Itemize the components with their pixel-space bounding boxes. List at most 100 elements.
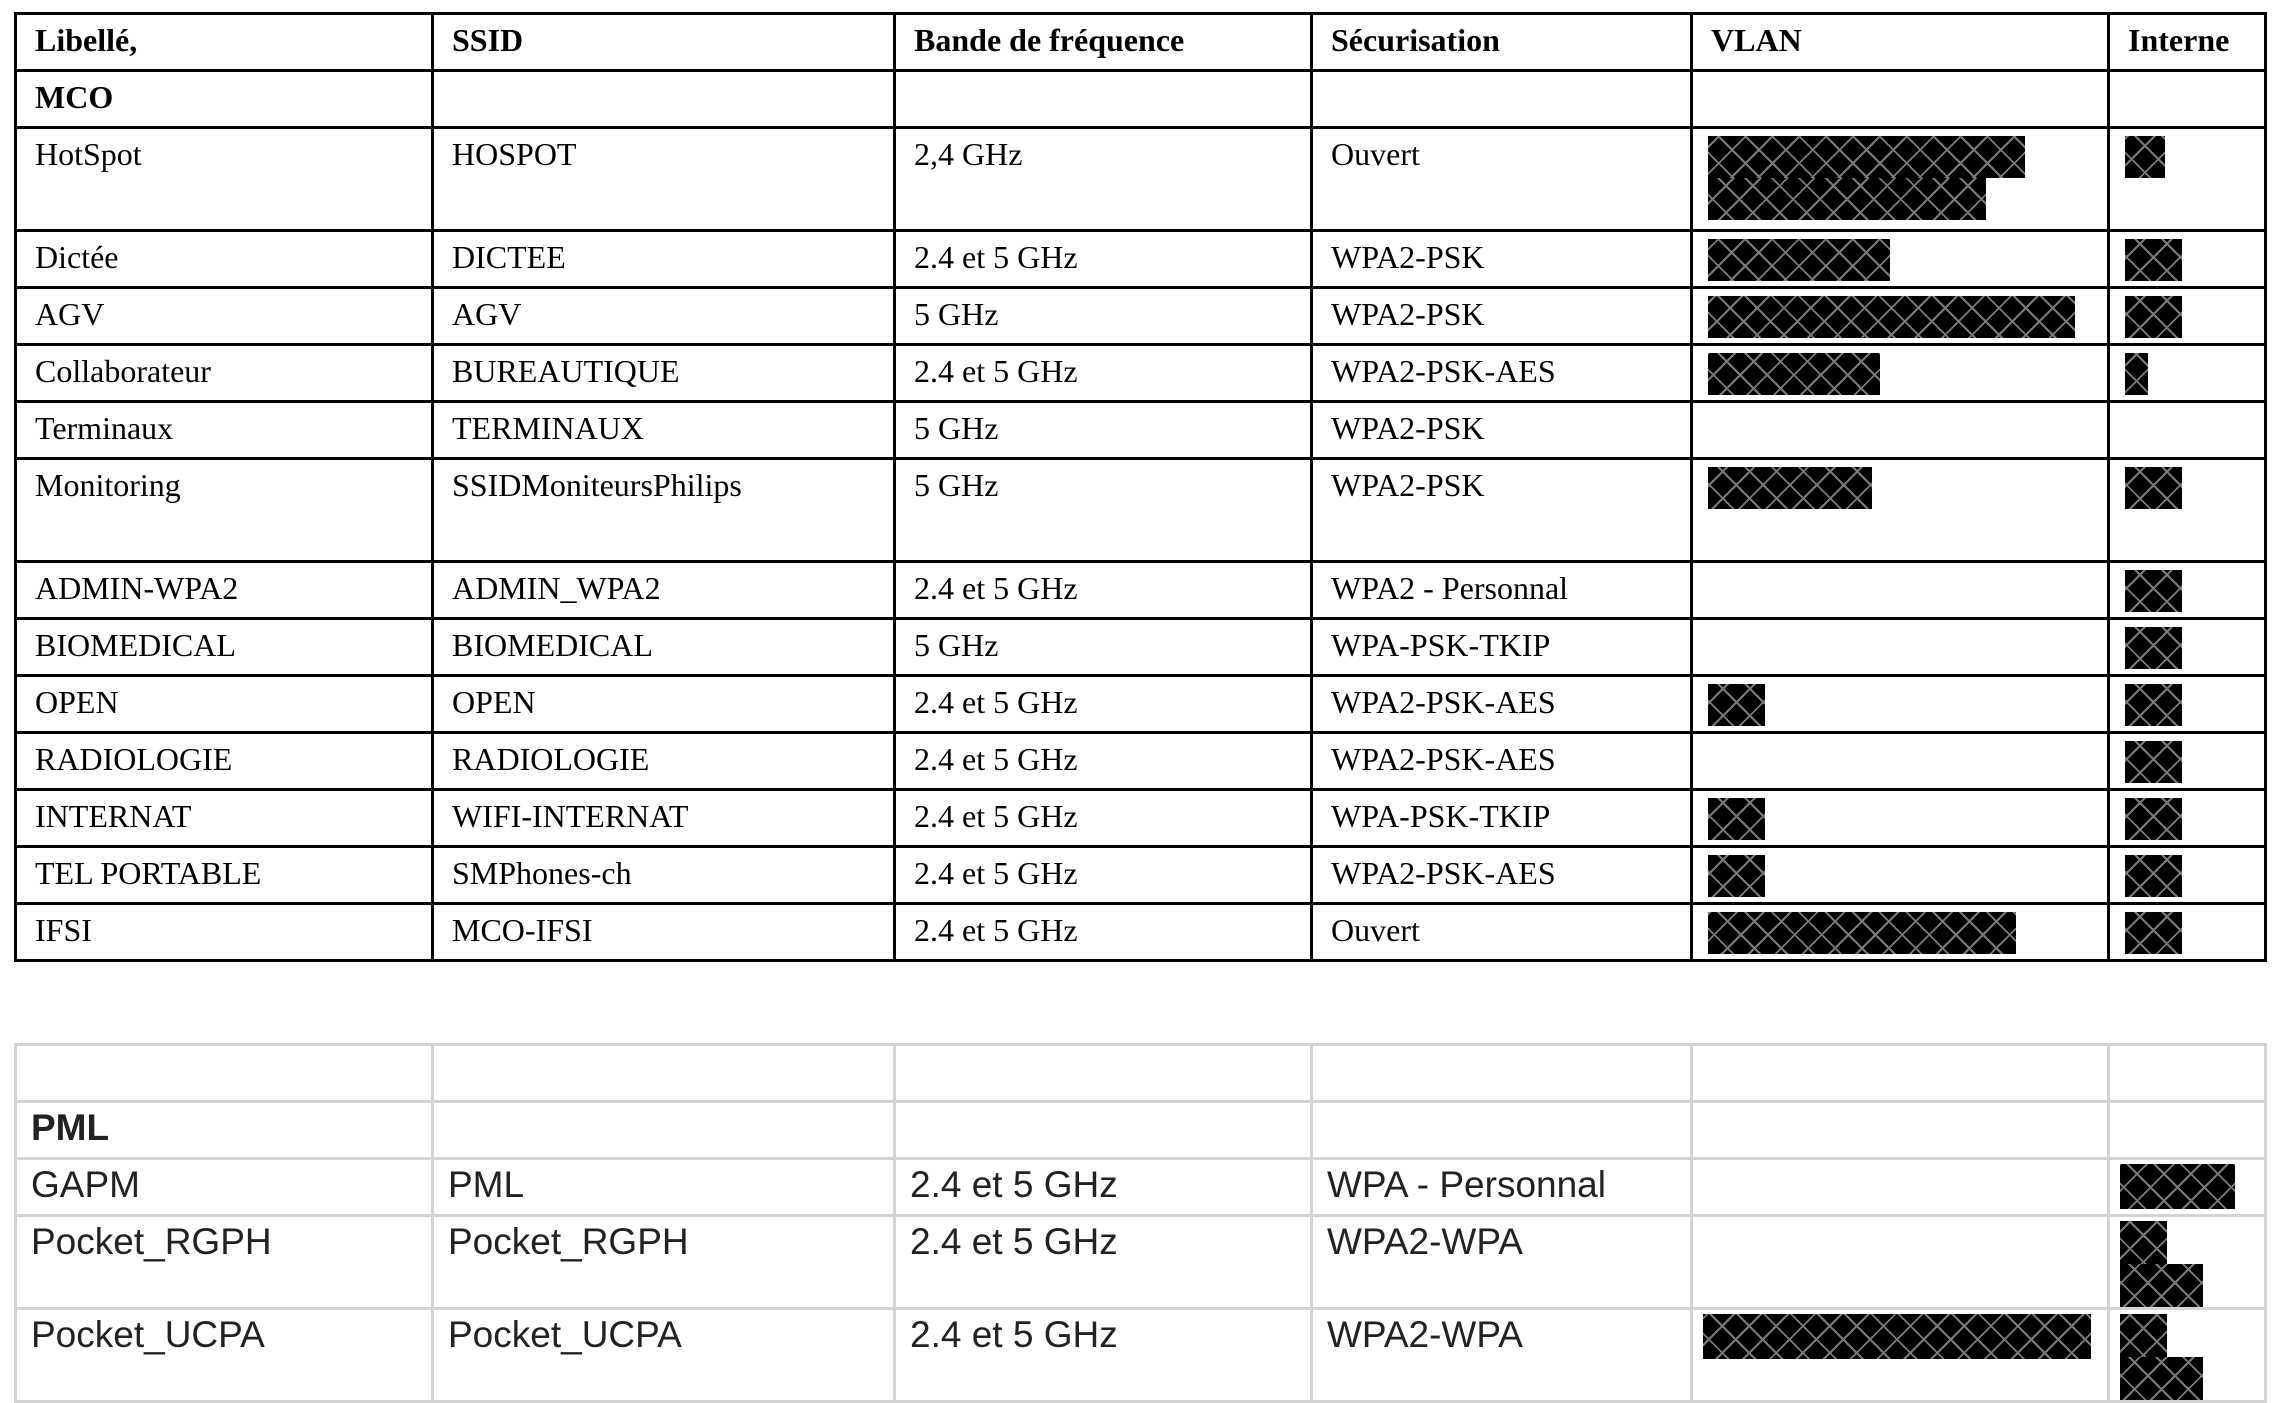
cell-vlan	[1690, 674, 2110, 734]
cell-band: 5 GHz	[893, 286, 1313, 346]
cell-band: 2.4 et 5 GHz	[893, 674, 1313, 734]
redaction-block	[1703, 1314, 2091, 1359]
cell-ssid: BIOMEDICAL	[431, 617, 896, 677]
cell-ssid: RADIOLOGIE	[431, 731, 896, 791]
redaction-block	[2125, 570, 2182, 612]
redaction-block	[2120, 1221, 2167, 1264]
empty-cell	[1690, 1100, 2110, 1160]
cell-libelle: RADIOLOGIE	[14, 731, 434, 791]
redaction-block	[1708, 136, 2025, 178]
cell-interne	[2107, 845, 2267, 905]
table-row: HotSpot HOSPOT 2,4 GHz Ouvert	[14, 126, 2267, 232]
cell-band: 5 GHz	[893, 400, 1313, 460]
pml-wifi-table: PML GAPM PML 2.4 et 5 GHz WPA - Personna…	[14, 1043, 2267, 1403]
redaction-block	[2125, 136, 2165, 178]
cell-band: 2.4 et 5 GHz	[893, 1157, 1313, 1217]
cell-interne	[2107, 902, 2267, 962]
cell-ssid: Pocket_UCPA	[431, 1307, 896, 1403]
cell-security: WPA2-PSK-AES	[1310, 343, 1693, 403]
empty-cell	[2107, 1043, 2267, 1103]
cell-band: 5 GHz	[893, 617, 1313, 677]
cell-ssid: SMPhones-ch	[431, 845, 896, 905]
cell-vlan	[1690, 1214, 2110, 1310]
empty-cell	[1310, 1043, 1693, 1103]
cell-ssid: TERMINAUX	[431, 400, 896, 460]
redaction-block	[1708, 798, 1765, 840]
cell-interne	[2107, 400, 2267, 460]
cell-vlan	[1690, 902, 2110, 962]
cell-vlan	[1690, 617, 2110, 677]
cell-security: WPA2-WPA	[1310, 1214, 1693, 1310]
empty-cell	[1310, 1100, 1693, 1160]
cell-libelle: INTERNAT	[14, 788, 434, 848]
redaction-block	[1708, 178, 1986, 220]
table-row: OPEN OPEN 2.4 et 5 GHz WPA2-PSK-AES	[14, 674, 2267, 734]
table-row: GAPM PML 2.4 et 5 GHz WPA - Personnal	[14, 1157, 2267, 1217]
cell-security: Ouvert	[1310, 902, 1693, 962]
cell-interne	[2107, 457, 2267, 563]
table-row: Terminaux TERMINAUX 5 GHz WPA2-PSK	[14, 400, 2267, 460]
cell-band: 2.4 et 5 GHz	[893, 343, 1313, 403]
table-row: TEL PORTABLE SMPhones-ch 2.4 et 5 GHz WP…	[14, 845, 2267, 905]
cell-security: WPA2-PSK	[1310, 400, 1693, 460]
empty-row	[14, 1043, 2267, 1103]
cell-band: 2.4 et 5 GHz	[893, 731, 1313, 791]
redaction-block	[1708, 239, 1890, 281]
redaction-block	[2125, 296, 2182, 338]
cell-interne	[2107, 343, 2267, 403]
cell-interne	[2107, 617, 2267, 677]
cell-vlan	[1690, 400, 2110, 460]
empty-cell	[893, 1043, 1313, 1103]
table-row: Pocket_UCPA Pocket_UCPA 2.4 et 5 GHz WPA…	[14, 1307, 2267, 1403]
empty-cell	[2107, 1100, 2267, 1160]
empty-cell	[893, 1100, 1313, 1160]
cell-ssid: BUREAUTIQUE	[431, 343, 896, 403]
section-row-pml: PML	[14, 1100, 2267, 1160]
cell-libelle: Monitoring	[14, 457, 434, 563]
cell-vlan	[1690, 1307, 2110, 1403]
cell-band: 2.4 et 5 GHz	[893, 560, 1313, 620]
cell-ssid: OPEN	[431, 674, 896, 734]
cell-ssid: DICTEE	[431, 229, 896, 289]
table-row: ADMIN-WPA2 ADMIN_WPA2 2.4 et 5 GHz WPA2 …	[14, 560, 2267, 620]
empty-cell	[431, 1043, 896, 1103]
cell-libelle: Terminaux	[14, 400, 434, 460]
cell-libelle: OPEN	[14, 674, 434, 734]
empty-cell	[14, 1043, 434, 1103]
cell-security: WPA-PSK-TKIP	[1310, 617, 1693, 677]
cell-libelle: GAPM	[14, 1157, 434, 1217]
cell-libelle: ADMIN-WPA2	[14, 560, 434, 620]
cell-vlan	[1690, 286, 2110, 346]
cell-interne	[2107, 674, 2267, 734]
cell-security: Ouvert	[1310, 126, 1693, 232]
cell-interne	[2107, 286, 2267, 346]
cell-interne	[2107, 229, 2267, 289]
cell-security: WPA2-PSK-AES	[1310, 731, 1693, 791]
section-label: PML	[14, 1100, 434, 1160]
cell-ssid: ADMIN_WPA2	[431, 560, 896, 620]
cell-ssid: HOSPOT	[431, 126, 896, 232]
redaction-block	[2120, 1264, 2203, 1307]
section-row-mco: MCO	[14, 69, 2267, 129]
cell-interne	[2107, 126, 2267, 232]
cell-band: 2.4 et 5 GHz	[893, 788, 1313, 848]
redaction-block	[2125, 467, 2182, 509]
cell-security: WPA2-PSK-AES	[1310, 845, 1693, 905]
redaction-block	[2125, 912, 2182, 954]
redaction-block	[1708, 467, 1872, 509]
redaction-block	[2125, 741, 2182, 783]
redaction-block	[2125, 855, 2182, 897]
redaction-block	[1708, 912, 2016, 954]
cell-vlan	[1690, 343, 2110, 403]
cell-interne	[2107, 1214, 2267, 1310]
cell-vlan	[1690, 1157, 2110, 1217]
table-row: Monitoring SSIDMoniteursPhilips 5 GHz WP…	[14, 457, 2267, 563]
cell-security: WPA2 - Personnal	[1310, 560, 1693, 620]
table-header-row: Libellé, SSID Bande de fréquence Sécuris…	[14, 12, 2267, 72]
table-row: Dictée DICTEE 2.4 et 5 GHz WPA2-PSK	[14, 229, 2267, 289]
empty-cell	[2107, 69, 2267, 129]
cell-vlan	[1690, 229, 2110, 289]
empty-cell	[1310, 69, 1693, 129]
table-row: Pocket_RGPH Pocket_RGPH 2.4 et 5 GHz WPA…	[14, 1214, 2267, 1310]
cell-libelle: BIOMEDICAL	[14, 617, 434, 677]
